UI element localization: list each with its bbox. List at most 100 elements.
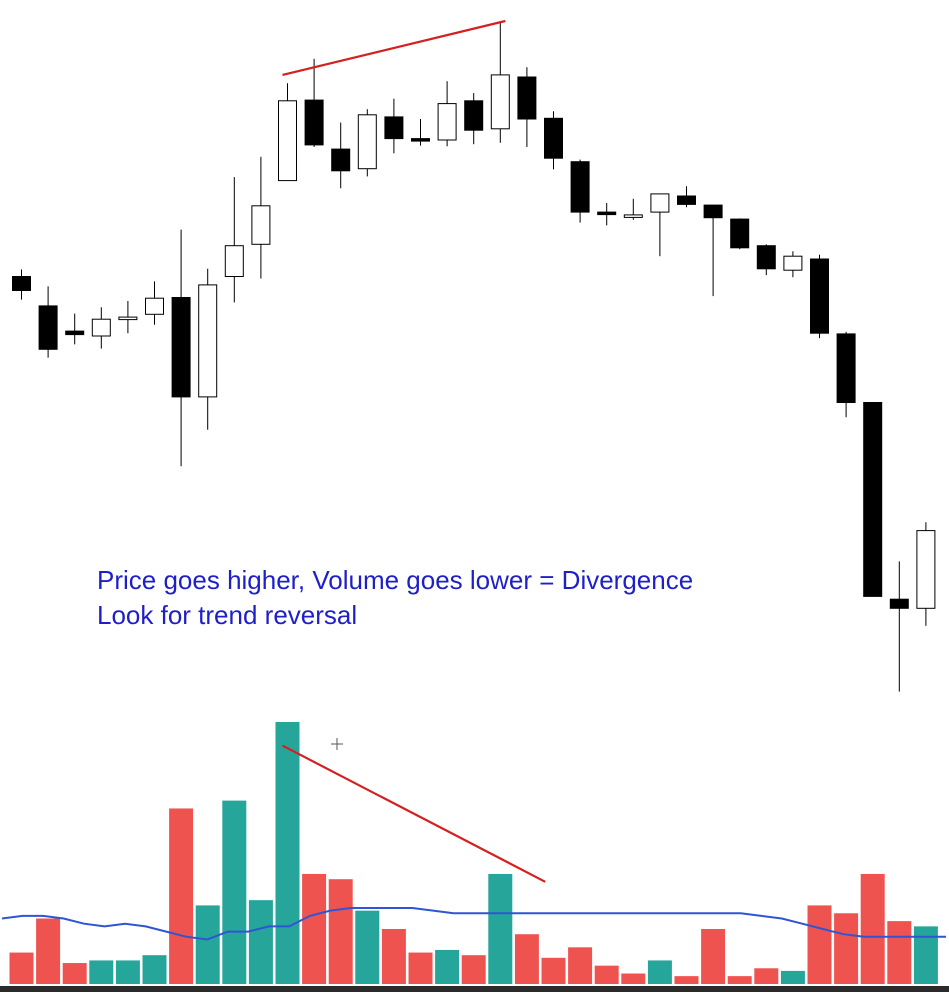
candle bbox=[623, 198, 643, 220]
candle-body-down bbox=[517, 76, 537, 120]
annotation-line-1: Price goes higher, Volume goes lower = D… bbox=[97, 565, 694, 595]
candle bbox=[65, 313, 85, 345]
volume-bar bbox=[621, 973, 646, 984]
annotation-line-2: Look for trend reversal bbox=[97, 600, 358, 630]
candle-body-down bbox=[810, 258, 829, 334]
crosshair-cursor bbox=[0, 738, 949, 992]
candle bbox=[198, 268, 218, 430]
candle bbox=[783, 251, 803, 278]
volume-bar bbox=[488, 873, 513, 984]
volume-bar bbox=[754, 968, 779, 984]
candle bbox=[570, 159, 590, 223]
candle-body-up bbox=[490, 74, 510, 130]
candle bbox=[278, 83, 297, 182]
candle-body-down bbox=[304, 99, 324, 146]
candle-body-down bbox=[570, 161, 590, 213]
volume-bar bbox=[222, 800, 247, 984]
volume-bar bbox=[887, 921, 912, 984]
volume-bar bbox=[328, 879, 353, 984]
candle bbox=[730, 218, 750, 250]
candle-body-up bbox=[198, 284, 218, 398]
candle-body-up bbox=[650, 193, 670, 213]
volume-bar bbox=[275, 722, 300, 984]
candle bbox=[171, 229, 191, 467]
candle bbox=[544, 111, 563, 170]
volume-bar bbox=[541, 957, 566, 984]
volume-bar bbox=[169, 808, 194, 984]
candle-body-down bbox=[677, 195, 696, 205]
volume-bar bbox=[727, 976, 752, 984]
volume-bar bbox=[9, 952, 34, 984]
volume-bar bbox=[435, 949, 460, 984]
candle bbox=[916, 522, 936, 626]
candle-body-up bbox=[278, 100, 297, 182]
volume-bar bbox=[408, 952, 433, 984]
candle-body-up bbox=[623, 214, 643, 218]
candle bbox=[145, 281, 164, 325]
candle-body-down bbox=[889, 598, 909, 609]
candle-body-down bbox=[730, 218, 750, 249]
volume-bar bbox=[355, 910, 380, 984]
candle-body-down bbox=[836, 333, 856, 403]
volume-bar bbox=[89, 960, 114, 984]
candle-body-up bbox=[251, 205, 271, 245]
candle bbox=[517, 67, 537, 147]
volume-bar bbox=[142, 955, 167, 984]
volume-ma-line bbox=[1, 907, 946, 941]
candle bbox=[756, 244, 776, 276]
volume-bar bbox=[514, 934, 539, 984]
candle-body-up bbox=[357, 114, 377, 170]
volume-bars bbox=[9, 722, 938, 984]
candle-body-up bbox=[91, 318, 111, 337]
candle-body-up bbox=[145, 297, 164, 315]
volume-divergence-line bbox=[281, 744, 546, 883]
candle bbox=[810, 254, 829, 339]
volume-moving-average bbox=[1, 907, 946, 941]
candle-body-down bbox=[756, 245, 776, 270]
volume-bar bbox=[115, 960, 140, 984]
candle-body-down bbox=[12, 276, 31, 291]
volume-bar bbox=[381, 928, 406, 984]
candle bbox=[464, 93, 484, 145]
volume-bar bbox=[834, 913, 859, 984]
candle-body-up bbox=[437, 103, 457, 141]
candle bbox=[863, 402, 883, 597]
candle-body-up bbox=[916, 530, 936, 609]
candle-body-down bbox=[464, 100, 484, 131]
volume-bar bbox=[913, 926, 938, 984]
volume-bar bbox=[195, 905, 220, 984]
candle bbox=[597, 203, 617, 226]
candle bbox=[384, 98, 404, 154]
candle bbox=[118, 301, 138, 334]
candle-body-down bbox=[863, 402, 883, 597]
candle-body-up bbox=[783, 255, 803, 271]
volume-bar bbox=[647, 960, 672, 984]
volume-bar bbox=[62, 963, 87, 984]
candle-body-down bbox=[384, 116, 404, 140]
trendlines bbox=[281, 19, 546, 883]
candle bbox=[251, 156, 271, 279]
volume-bar bbox=[780, 970, 805, 984]
volume-bar bbox=[807, 905, 832, 984]
candle bbox=[490, 21, 510, 143]
candle-body-down bbox=[65, 330, 85, 336]
candle-body-down bbox=[544, 117, 563, 159]
volume-bar bbox=[302, 873, 327, 984]
candle bbox=[836, 331, 856, 418]
candle-body-down bbox=[703, 204, 723, 219]
candle bbox=[411, 119, 430, 146]
candle bbox=[703, 204, 723, 297]
volume-bar bbox=[701, 928, 726, 984]
candle-body-down bbox=[411, 138, 430, 142]
volume-bar bbox=[248, 900, 273, 984]
candle bbox=[437, 81, 457, 147]
candle bbox=[304, 58, 324, 147]
volume-bar bbox=[860, 873, 885, 984]
volume-bar bbox=[594, 965, 619, 984]
candle-body-up bbox=[118, 316, 138, 321]
volume-bar bbox=[568, 947, 593, 984]
bottom-border bbox=[0, 986, 949, 992]
volume-bar bbox=[674, 976, 699, 984]
